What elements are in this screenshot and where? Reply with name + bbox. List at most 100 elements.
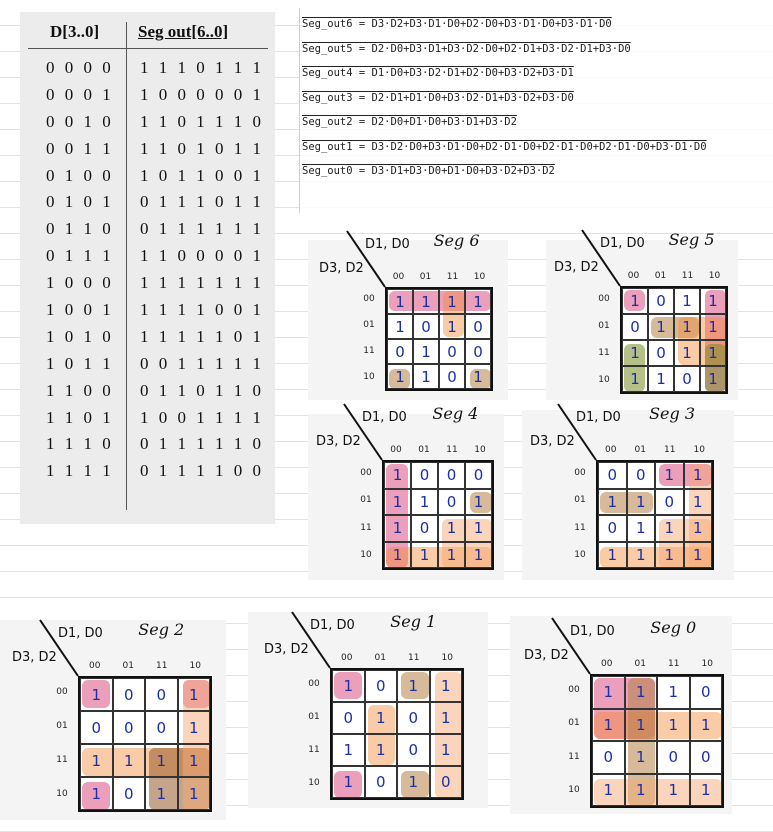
kmap-cell: 1 <box>674 288 700 314</box>
input-value: 0 0 1 0 <box>46 111 114 131</box>
kmap-cell: 0 <box>648 288 674 314</box>
kmap-cell: 1 <box>332 766 365 798</box>
kmap-column-code: 11 <box>446 445 458 455</box>
kmap-corner-divider <box>291 611 331 669</box>
corner-diagonal-line <box>291 611 331 669</box>
kmap-cell: 1 <box>384 488 411 515</box>
kmap-seg-5: D1, D0 D3, D2 Seg 5 00 00 01 01 11 11 10 10 1 0 1 1 0 1 1… <box>546 229 738 400</box>
kmap-corner-divider <box>39 619 79 677</box>
kmap-row-code: 11 <box>568 751 580 762</box>
kmap-cell: 0 <box>145 711 178 744</box>
output-value: 1 0 1 1 0 0 1 <box>140 165 264 185</box>
kmap-cell: 0 <box>411 515 438 542</box>
output-value: 0 1 1 1 1 1 1 <box>140 219 264 239</box>
equation-seg-out-0: Seg_out0 = D3·D1+D3·D0+D1·D0+D3·D2+D3·D2 <box>302 165 555 177</box>
kmap-group-highlight <box>651 317 699 338</box>
kmap-column-code: 01 <box>374 653 386 663</box>
kmap-cell: 1 <box>145 777 178 810</box>
kmap-column-code: 01 <box>418 445 430 455</box>
kmap-row-code: 10 <box>574 550 586 561</box>
kmap-row-code: 00 <box>363 294 375 304</box>
kmap-cell: 1 <box>622 340 648 366</box>
kmap-cell: 1 <box>683 541 712 568</box>
input-value: 0 1 1 0 <box>46 219 114 239</box>
kmap-cell: 0 <box>465 339 491 364</box>
kmap-cell: 1 <box>413 289 439 314</box>
corner-diagonal-line <box>343 403 383 461</box>
kmap-row-variables-label: D3, D2 <box>319 261 364 276</box>
kmap-row-code: 10 <box>308 777 320 788</box>
kmap-title: Seg 2 <box>138 620 185 639</box>
equation-seg-out-3: Seg_out3 = D2·D1+D1·D0+D3·D2·D1+D3·D2+D3… <box>302 91 574 104</box>
input-value: 0 0 0 0 <box>46 58 114 77</box>
kmap-cell: 1 <box>177 777 210 810</box>
kmap-corner-divider <box>551 617 591 675</box>
kmap-row-code: 10 <box>360 550 372 561</box>
input-value: 0 0 0 1 <box>46 84 114 104</box>
kmap-row-code: 11 <box>574 522 586 533</box>
kmap-cell: 1 <box>397 766 430 798</box>
kmap-cell: 1 <box>648 366 674 392</box>
input-value: 1 0 0 0 <box>46 273 114 293</box>
truth-table-row: 0 1 0 0 1 0 1 1 0 0 1 <box>20 166 275 193</box>
truth-table-row: 1 0 1 1 0 0 1 1 1 1 1 <box>20 354 275 381</box>
kmap-group-highlight <box>401 771 429 798</box>
kmap-cell: 0 <box>438 462 465 489</box>
kmap-row-code: 01 <box>568 718 580 729</box>
truth-table-row: 1 1 1 0 0 1 1 1 1 1 0 <box>20 434 275 461</box>
kmap-cell: 1 <box>438 515 465 542</box>
kmap-cell: 1 <box>387 314 413 339</box>
kmap-column-code: 00 <box>89 661 101 671</box>
kmap-column-code: 00 <box>627 271 640 281</box>
equations-panel: Seg_out6 = D3·D2+D3·D1·D0+D2·D0+D3·D1·D0… <box>300 12 773 212</box>
kmap-row-code: 00 <box>56 687 68 697</box>
kmap-cell: 0 <box>112 777 145 810</box>
output-value: 1 1 1 1 1 0 1 <box>140 326 264 346</box>
kmap-column-code: 11 <box>446 272 459 282</box>
kmap-column-code: 00 <box>390 445 402 455</box>
output-value: 0 1 1 0 1 1 0 <box>140 380 264 400</box>
truth-table: D[3..0] Seg out[6..0] 0 0 0 0 1 1 1 0 1 1… <box>20 12 275 524</box>
kmap-column-variables-label: D1, D0 <box>576 410 621 425</box>
equation-seg-out-6: Seg_out6 = D3·D2+D3·D1·D0+D2·D0+D3·D1·D0… <box>302 18 612 30</box>
kmap-cell: 0 <box>622 314 648 340</box>
truth-table-header: D[3..0] Seg out[6..0] <box>20 20 275 46</box>
kmap-row-code: 01 <box>363 320 375 330</box>
kmap-column-variables-label: D1, D0 <box>570 624 615 639</box>
kmap-row-variables-label: D3, D2 <box>264 642 309 657</box>
kmap-cell: 1 <box>439 289 465 314</box>
kmap-cell: 0 <box>626 462 655 489</box>
kmap-title: Seg 0 <box>650 618 697 637</box>
kmap-group-highlight <box>594 711 722 739</box>
kmap-cell: 1 <box>364 734 397 766</box>
kmap-cell: 1 <box>429 734 462 766</box>
kmap-row-variables-label: D3, D2 <box>524 648 569 663</box>
kmap-cell: 1 <box>626 541 655 568</box>
equation-seg-out-2: Seg_out2 = D2·D0+D1·D0+D3·D1+D3·D2 <box>302 116 517 128</box>
output-value: 1 1 0 1 0 1 1 <box>140 138 264 158</box>
kmap-cell: 0 <box>674 366 700 392</box>
kmap-cell: 0 <box>397 702 430 734</box>
kmap-group-highlight <box>82 680 110 708</box>
truth-table-row: 0 0 1 1 1 1 0 1 0 1 1 <box>20 139 275 166</box>
kmap-cell: 0 <box>364 670 397 702</box>
kmap-corner-divider <box>346 230 386 288</box>
kmap-group-highlight <box>434 672 462 798</box>
kmap-cell: 0 <box>439 364 465 389</box>
kmap-column-code: 10 <box>441 653 453 663</box>
header-output: Seg out[6..0] <box>138 22 229 41</box>
kmap-group-highlight <box>470 491 492 513</box>
kmap-cell: 1 <box>387 364 413 389</box>
kmap-cell: 1 <box>177 744 210 777</box>
output-value: 0 1 1 1 1 0 0 <box>140 461 264 481</box>
kmap-row-code: 01 <box>308 711 320 722</box>
output-value: 0 1 1 1 0 1 1 <box>140 192 264 212</box>
input-value: 1 1 1 1 <box>46 461 114 481</box>
kmap-column-code: 00 <box>601 659 613 669</box>
kmap-column-code: 00 <box>392 272 405 282</box>
kmap-cell: 1 <box>438 541 465 568</box>
kmap-cell: 1 <box>655 515 684 542</box>
input-value: 1 0 0 1 <box>46 300 114 320</box>
kmap-row-code: 01 <box>574 495 586 506</box>
